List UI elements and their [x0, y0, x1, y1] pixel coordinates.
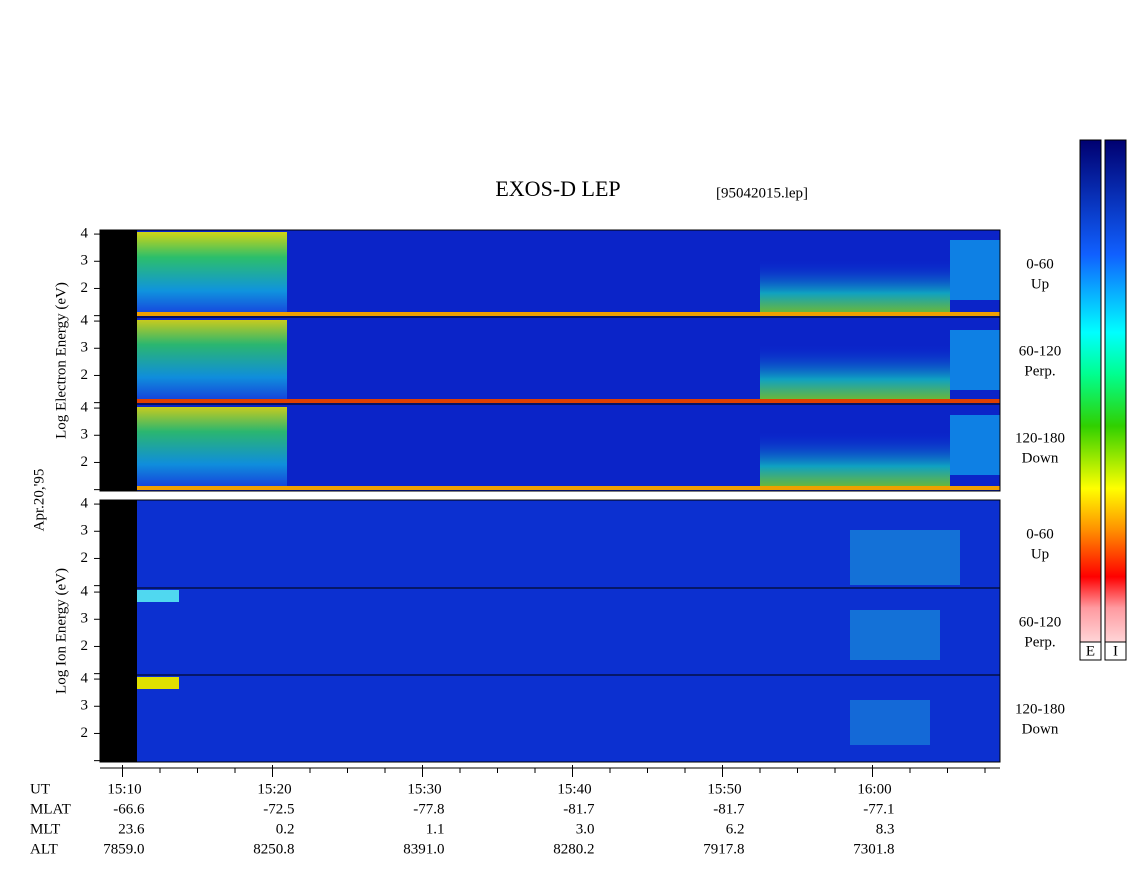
time-tick-label: 15:20 — [257, 781, 291, 797]
energy-tick-label: 3 — [81, 523, 89, 539]
channel-range: 60-120 — [1019, 614, 1062, 630]
ephemeris-name: ALT — [30, 841, 58, 857]
energy-tick-label: 2 — [81, 454, 89, 470]
time-tick-label: 16:00 — [857, 781, 891, 797]
time-tick-label: 15:40 — [557, 781, 591, 797]
ephemeris-value: -77.8 — [413, 801, 444, 817]
channel-range: 0-60 — [1026, 526, 1054, 542]
energy-tick-label: 4 — [81, 671, 89, 687]
ephemeris-value: 8250.8 — [253, 841, 294, 857]
channel-range: 120-180 — [1015, 430, 1065, 446]
energy-tick-label: 4 — [81, 226, 89, 242]
ephemeris-value: 0.2 — [276, 821, 295, 837]
ephemeris-value: 3.0 — [576, 821, 595, 837]
ephemeris-value: -77.1 — [863, 801, 894, 817]
time-tick-label: 15:10 — [107, 781, 141, 797]
energy-tick-label: 2 — [81, 638, 89, 654]
energy-axis-label: Log Ion Energy (eV) — [53, 568, 69, 694]
file-name: [95042015.lep] — [716, 185, 808, 201]
ephemeris-value: 8391.0 — [403, 841, 444, 857]
ephemeris-value: -81.7 — [713, 801, 745, 817]
energy-tick-label: 3 — [81, 698, 89, 714]
energy-tick-label: 2 — [81, 725, 89, 741]
energy-axis-label: Log Electron Energy (eV) — [53, 282, 69, 439]
time-tick-label: 15:30 — [407, 781, 441, 797]
colorbar-label: I — [1113, 643, 1118, 659]
ephemeris-value: -66.6 — [113, 801, 145, 817]
channel-direction: Up — [1031, 276, 1049, 292]
ephemeris-value: -72.5 — [263, 801, 294, 817]
energy-tick-label: 2 — [81, 280, 89, 296]
channel-range: 120-180 — [1015, 701, 1065, 717]
ephemeris-value: 8280.2 — [553, 841, 594, 857]
energy-tick-label: 3 — [81, 340, 89, 356]
ephemeris-value: 1.1 — [426, 821, 445, 837]
channel-direction: Up — [1031, 546, 1049, 562]
energy-tick-label: 3 — [81, 253, 89, 269]
energy-tick-label: 3 — [81, 427, 89, 443]
ephemeris-value: 6.2 — [726, 821, 745, 837]
energy-tick-label: 2 — [81, 367, 89, 383]
ephemeris-value: 23.6 — [118, 821, 145, 837]
channel-direction: Down — [1022, 721, 1059, 737]
ephemeris-value: 7301.8 — [853, 841, 894, 857]
ephemeris-value: 7917.8 — [703, 841, 744, 857]
colorbar-label: E — [1086, 643, 1095, 659]
channel-range: 60-120 — [1019, 343, 1062, 359]
channel-range: 0-60 — [1026, 256, 1054, 272]
ephemeris-name: MLAT — [30, 801, 71, 817]
energy-tick-label: 4 — [81, 496, 89, 512]
channel-direction: Perp. — [1024, 363, 1055, 379]
colorbars — [1079, 139, 1127, 661]
channel-direction: Perp. — [1024, 634, 1055, 650]
time-tick-label: 15:50 — [707, 781, 741, 797]
energy-tick-label: 4 — [81, 313, 89, 329]
energy-tick-label: 4 — [81, 400, 89, 416]
spectrogram — [99, 229, 1001, 763]
channel-direction: Down — [1022, 450, 1059, 466]
energy-tick-label: 2 — [81, 550, 89, 566]
ephemeris-value: -81.7 — [563, 801, 595, 817]
energy-tick-label: 3 — [81, 611, 89, 627]
ephemeris-value: 7859.0 — [103, 841, 144, 857]
ephemeris-value: 8.3 — [876, 821, 895, 837]
ephemeris-name: MLT — [30, 821, 60, 837]
date: Apr.20,'95 — [31, 469, 47, 532]
energy-tick-label: 4 — [81, 584, 89, 600]
time-axis-name: UT — [30, 781, 50, 797]
title: EXOS-D LEP — [495, 176, 620, 201]
